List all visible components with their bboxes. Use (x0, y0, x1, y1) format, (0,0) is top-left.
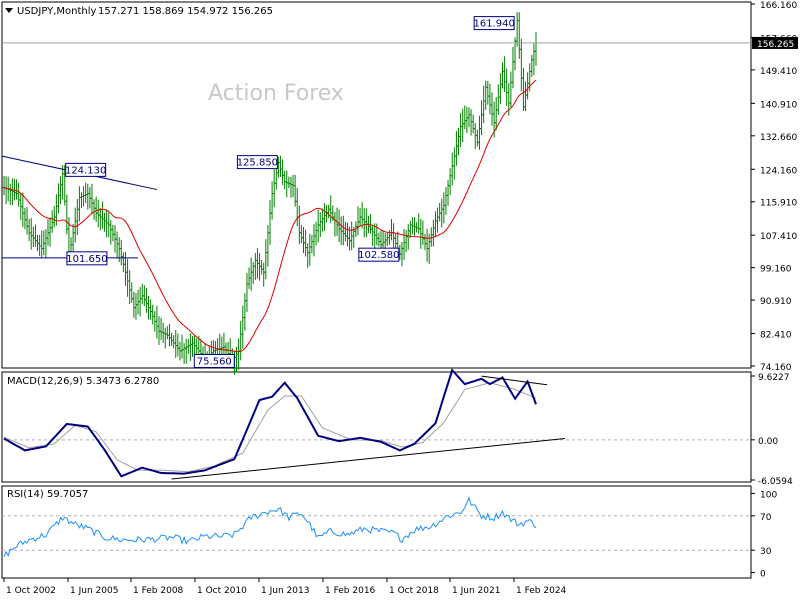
macd-signal-line (3, 382, 537, 473)
x-tick-label: 1 Oct 2018 (389, 586, 439, 596)
price-label: 124.130 (65, 162, 107, 177)
price-label-text: 161.940 (473, 19, 514, 30)
watermark: Action Forex (208, 81, 344, 106)
price-label: 125.850 (236, 155, 278, 170)
current-price-text: 156.265 (757, 40, 794, 50)
price-label-box (66, 251, 108, 266)
price-label-text: 101.650 (66, 254, 107, 265)
rsi-tick-label: 0 (760, 570, 766, 580)
macd-tick-label: 9.6227 (758, 373, 790, 383)
ohlc-readout: 157.271 158.869 154.972 156.265 (98, 6, 273, 17)
macd-layer (2, 368, 751, 480)
macd-resistance-trendline (481, 375, 548, 386)
chevron-down-icon[interactable] (5, 8, 13, 13)
rsi-title: RSI(14) 59.7057 (7, 489, 88, 500)
price-label-box (65, 162, 107, 177)
x-tick-label: 1 Feb 2024 (516, 586, 567, 596)
rsi-tick-label: 30 (760, 547, 772, 557)
price-label-box (236, 155, 278, 170)
current-price-bg (752, 36, 798, 49)
price-label-text: 75.560 (197, 356, 232, 367)
macd-panel-frame (1, 371, 752, 483)
price-tick-label: 140.910 (760, 100, 797, 110)
price-label-text: 124.130 (65, 165, 106, 176)
x-tick-label: 1 Feb 2016 (325, 586, 376, 596)
price-tick-label: 90.910 (760, 297, 792, 307)
rsi-line (3, 496, 537, 557)
macd-main-line (3, 368, 537, 478)
axis-layer: 166.160157.660149.410140.910132.660124.1… (3, 1, 798, 596)
price-label: 161.940 (473, 16, 515, 31)
price-label-text: 125.850 (237, 158, 278, 169)
price-label: 102.580 (358, 247, 400, 262)
macd-support-trendline (171, 437, 566, 480)
price-label-text: 102.580 (358, 250, 399, 261)
macd-tick-label: -6.0594 (758, 477, 793, 487)
price-label: 75.560 (193, 353, 235, 368)
x-tick-label: 1 Feb 2008 (133, 586, 184, 596)
price-label-box (358, 247, 400, 262)
price-tick-label: 149.410 (760, 67, 797, 77)
rsi-layer (2, 496, 751, 557)
price-label-box (473, 16, 515, 31)
x-tick-label: 1 Jun 2021 (452, 586, 500, 596)
symbol-label: USDJPY,Monthly (17, 6, 97, 17)
macd-tick-label: 0.00 (758, 437, 778, 447)
price-tick-label: 132.660 (760, 133, 797, 143)
price-tick-label: 82.410 (760, 331, 792, 341)
rsi-tick-label: 100 (760, 490, 777, 500)
price-tick-label: 166.160 (760, 1, 797, 11)
price-tick-label: 107.410 (760, 232, 797, 242)
price-tick-label: 99.160 (760, 265, 792, 275)
price-panel-frame (1, 1, 752, 369)
x-tick-label: 1 Oct 2002 (6, 586, 56, 596)
price-label-box (193, 353, 235, 368)
rsi-panel-frame (1, 485, 752, 579)
price-label: 101.650 (66, 251, 108, 266)
x-tick-label: 1 Jun 2005 (70, 586, 118, 596)
moving-average-line (3, 79, 537, 353)
price-tick-label: 115.910 (760, 199, 797, 209)
price-layer: 161.940 124.130 101.650 125.850 102.580 75.56… (1, 12, 751, 376)
x-tick-label: 1 Oct 2010 (197, 586, 247, 596)
macd-title: MACD(12,26,9) 5.3473 6.2780 (7, 376, 159, 387)
price-tick-label: 124.160 (760, 166, 797, 176)
x-tick-label: 1 Jun 2013 (261, 586, 309, 596)
price-tick-label: 74.160 (760, 363, 792, 373)
current-price-tag: 156.265 (752, 36, 798, 50)
rsi-tick-label: 70 (760, 513, 772, 523)
